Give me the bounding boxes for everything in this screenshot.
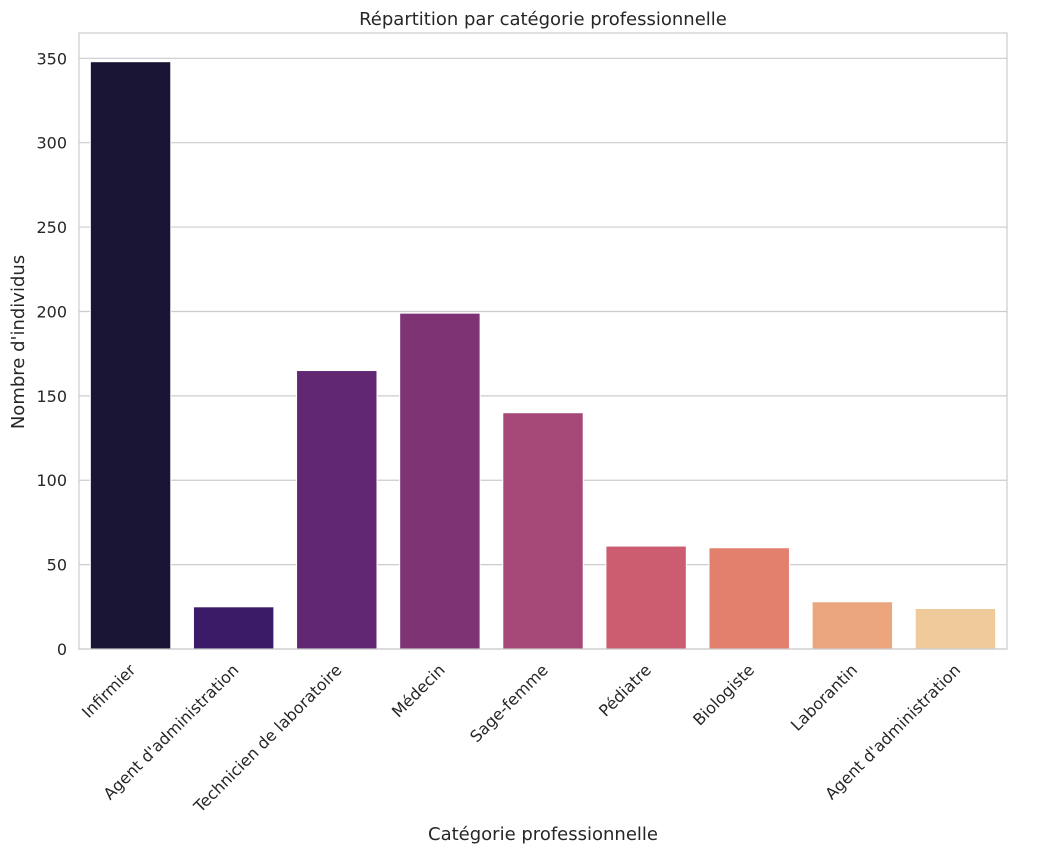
bar bbox=[296, 370, 378, 650]
y-tick-label: 350 bbox=[36, 49, 67, 68]
bar bbox=[192, 606, 275, 650]
bar bbox=[914, 607, 997, 650]
y-tick-label: 200 bbox=[36, 302, 67, 321]
y-tick-labels: 0 50 100 150 200 250 300 350 bbox=[36, 49, 67, 659]
y-axis-label: Nombre d'individus bbox=[8, 255, 29, 429]
y-tick-label: 300 bbox=[36, 134, 67, 153]
plot-frame bbox=[78, 32, 1008, 650]
x-axis-label: Catégorie professionnelle bbox=[428, 824, 658, 845]
bars bbox=[89, 61, 997, 650]
bar bbox=[502, 412, 584, 650]
y-tick-label: 50 bbox=[47, 556, 67, 575]
y-tick-label: 0 bbox=[57, 640, 67, 659]
y-tick-label: 250 bbox=[36, 218, 67, 237]
bar bbox=[811, 601, 894, 650]
bar bbox=[605, 545, 687, 650]
chart-title: Répartition par catégorie professionnell… bbox=[359, 9, 727, 30]
y-tick-label: 150 bbox=[36, 387, 67, 406]
bar bbox=[89, 61, 172, 650]
bar bbox=[708, 547, 790, 650]
y-tick-label: 100 bbox=[36, 471, 67, 490]
bar bbox=[399, 312, 481, 650]
